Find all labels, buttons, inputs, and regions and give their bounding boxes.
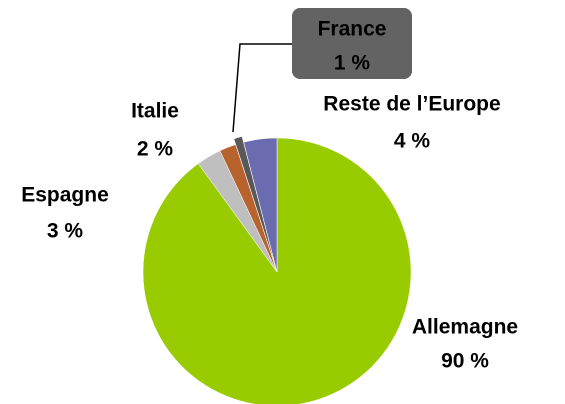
slice-label: Espagne xyxy=(21,184,109,207)
slice-value: 2 % xyxy=(137,138,174,161)
slice-label: France xyxy=(318,18,387,41)
slice-value: 1 % xyxy=(334,52,371,75)
slice-label: Italie xyxy=(131,100,179,123)
slice-value: 4 % xyxy=(394,130,431,153)
slice-label: Allemagne xyxy=(412,316,518,339)
pie-slice xyxy=(243,137,278,273)
labels: Allemagne 90 % Espagne 3 % Italie 2 % France 1 … xyxy=(21,18,518,373)
pie xyxy=(142,136,412,404)
slice-label: Reste de l’Europe xyxy=(323,93,500,116)
slice-value: 90 % xyxy=(441,350,489,373)
leader-line xyxy=(232,43,294,133)
slice-value: 3 % xyxy=(47,220,84,243)
pie-slice xyxy=(233,136,276,267)
label-box xyxy=(292,8,412,79)
